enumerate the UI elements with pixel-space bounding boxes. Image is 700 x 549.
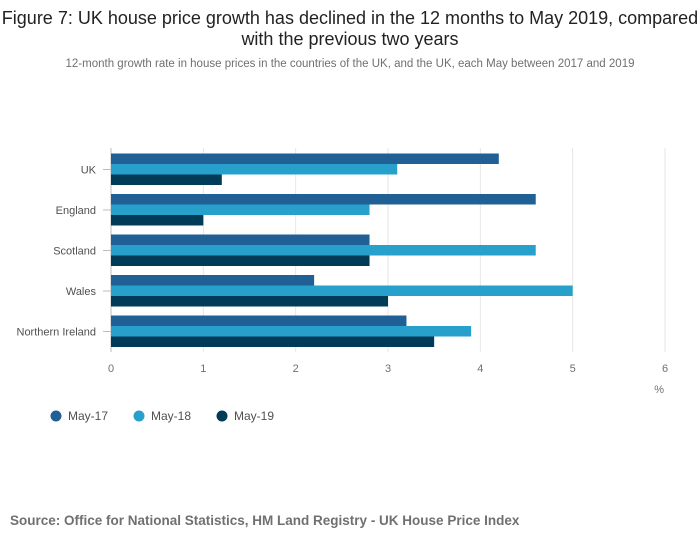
category-label: UK xyxy=(81,165,97,177)
legend-item: May-19 xyxy=(234,409,274,423)
chart-subtitle: 12-month growth rate in house prices in … xyxy=(65,58,635,70)
x-tick-label: 0 xyxy=(108,363,114,375)
legend-marker xyxy=(50,410,62,422)
legend-item: May-17 xyxy=(68,409,108,423)
bar xyxy=(111,245,536,256)
x-tick-label: 4 xyxy=(477,363,483,375)
source-note: Source: Office for National Statistics, … xyxy=(10,513,520,528)
x-tick-label: 2 xyxy=(293,363,299,375)
x-tick-labels: 0 1 2 3 4 5 6 xyxy=(108,363,668,375)
x-tick-label: 6 xyxy=(662,363,668,375)
category-label: England xyxy=(56,205,96,217)
bar xyxy=(111,296,388,307)
bar xyxy=(111,164,398,175)
x-tick-label: 3 xyxy=(385,363,391,375)
bar xyxy=(111,315,407,326)
chart-title: Figure 7: UK house price growth has decl… xyxy=(1,8,699,49)
bar xyxy=(111,204,370,215)
bar xyxy=(111,285,573,296)
bars xyxy=(111,153,573,347)
bar xyxy=(111,194,536,205)
bar xyxy=(111,326,472,337)
legend: May-17 May-18 May-19 xyxy=(50,409,274,423)
bar xyxy=(111,275,315,286)
bar xyxy=(111,336,435,347)
category-label: Wales xyxy=(66,286,97,298)
bar xyxy=(111,215,204,226)
x-axis-label: % xyxy=(654,384,664,396)
category-label: Scotland xyxy=(53,246,96,258)
legend-marker xyxy=(216,410,228,422)
bar xyxy=(111,153,499,164)
category-label: Northern Ireland xyxy=(17,327,97,339)
category-labels: UK England Scotland Wales Northern Ireland xyxy=(17,165,97,339)
legend-marker xyxy=(133,410,145,422)
x-tick-label: 1 xyxy=(200,363,206,375)
legend-item: May-18 xyxy=(151,409,191,423)
x-tick-label: 5 xyxy=(570,363,576,375)
bar xyxy=(111,234,370,245)
bar xyxy=(111,255,370,266)
bar xyxy=(111,174,222,185)
